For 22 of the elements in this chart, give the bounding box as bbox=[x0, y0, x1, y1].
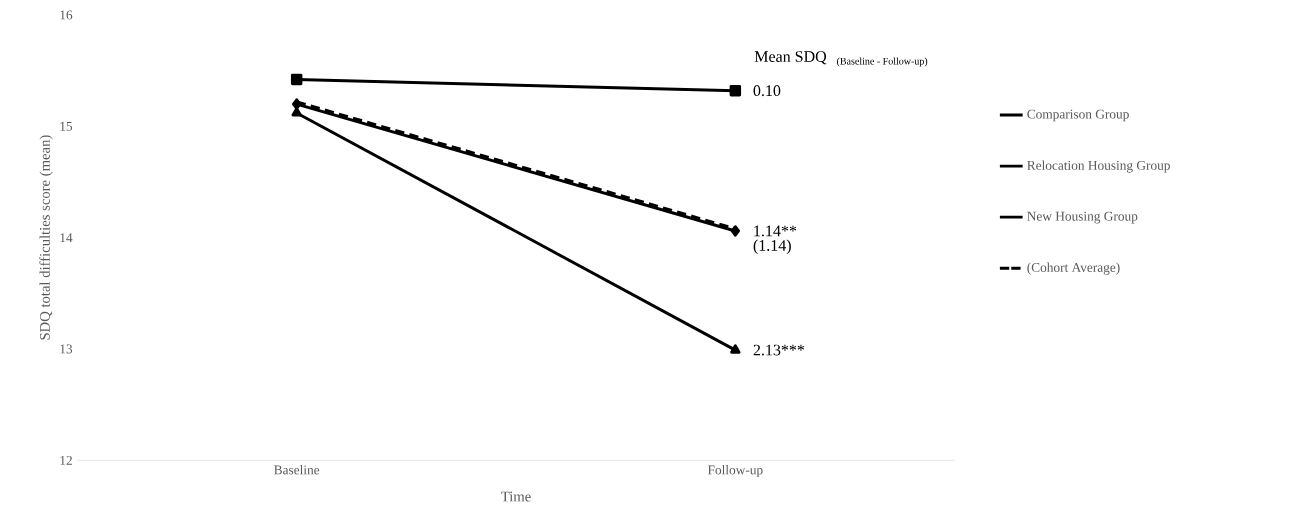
y-tick-label: 15 bbox=[60, 121, 73, 131]
x-tick-label: Follow-up bbox=[707, 465, 763, 478]
legend-label: (Cohort Average) bbox=[1027, 262, 1120, 275]
annotation: 2.13*** bbox=[753, 344, 805, 356]
point bbox=[290, 73, 303, 86]
x-axis-title: Time bbox=[501, 491, 531, 502]
point bbox=[730, 225, 741, 237]
y-tick-label: 16 bbox=[60, 10, 73, 20]
y-tick-label: 14 bbox=[60, 233, 73, 243]
y-tick-label: 12 bbox=[60, 455, 72, 465]
point bbox=[729, 84, 742, 97]
legend-label: New Housing Group bbox=[1027, 211, 1138, 224]
annotation: Mean SDQ bbox=[754, 51, 827, 65]
annotation: (1.14) bbox=[753, 239, 791, 255]
annotation: 0.10 bbox=[753, 85, 781, 97]
x-tick-label: Baseline bbox=[274, 465, 320, 475]
y-tick-label: 13 bbox=[60, 344, 73, 354]
legend-label: Comparison Group bbox=[1027, 109, 1129, 122]
annotation: 1.14** bbox=[754, 225, 797, 237]
y-axis-title: SDQ total difficulties score (mean) bbox=[39, 135, 53, 340]
legend-label: Relocation Housing Group bbox=[1027, 160, 1170, 173]
annotation: (Baseline - Follow-up) bbox=[837, 57, 928, 67]
